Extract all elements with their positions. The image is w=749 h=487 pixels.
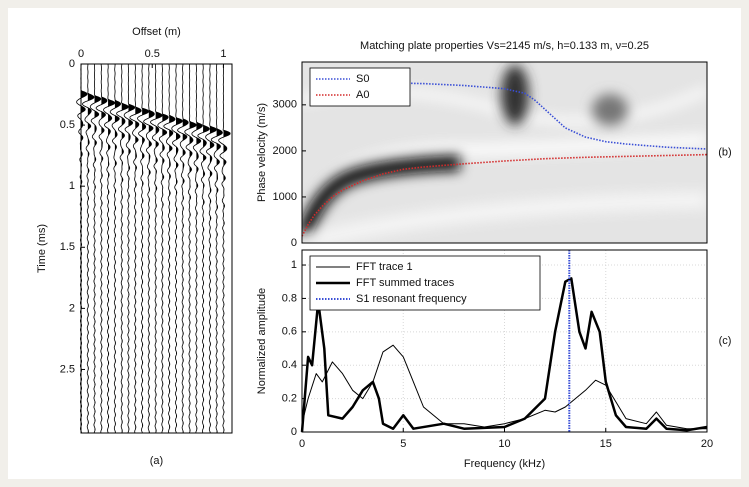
trace [163,63,176,434]
panel-label: (a) [150,455,163,467]
series-line [301,153,708,237]
y-tick-label: 1 [69,180,75,192]
trace [177,64,189,434]
y-tick-label: 1 [291,259,297,271]
legend-label: S1 resonant frequency [356,293,467,305]
x-tick-label: 10 [498,438,510,450]
legend-label: FFT trace 1 [356,261,413,273]
legend-box [309,67,411,107]
axes-box [301,61,708,244]
y-axis-label: Time (ms) [36,224,48,273]
trace [205,63,217,434]
x-axis-label: Frequency (kHz) [464,458,545,470]
y-tick-label: 0.2 [282,393,297,405]
trace [171,63,184,434]
trace [210,63,223,434]
trace [143,64,155,433]
trace [109,64,122,434]
legend-label: FFT summed traces [356,277,455,289]
x-tick-label: 0 [299,438,305,450]
panel-label: (b) [718,146,731,158]
trace-fill [108,64,115,433]
x-tick-label: 15 [600,438,612,450]
x-tick-label: 0.5 [145,48,160,60]
trace [157,64,169,434]
y-tick-label: 1000 [273,191,297,203]
y-axis-label: Phase velocity (m/s) [256,103,268,202]
trace-fill [114,64,121,433]
y-axis-label: Normalized amplitude [256,288,268,394]
axes-box [301,249,708,433]
panel-label: (c) [719,335,732,347]
y-tick-label: 1.5 [60,241,75,253]
x-tick-label: 1 [220,48,226,60]
trace [81,63,95,434]
trace [129,63,142,434]
trace [184,63,197,434]
legend-label: S0 [356,73,369,85]
y-tick-label: 0.5 [60,119,75,131]
chart-title: Matching plate properties Vs=2145 m/s, h… [360,40,649,52]
y-tick-label: 0.6 [282,326,297,338]
trace [218,63,231,434]
trace [116,63,129,434]
y-tick-label: 3000 [273,99,297,111]
y-tick-label: 0 [69,58,75,70]
legend-label: A0 [356,89,369,101]
y-tick-label: 0 [291,237,297,249]
x-tick-label: 20 [701,438,713,450]
trace [103,63,116,434]
trace [149,63,163,434]
trace [137,63,150,434]
y-tick-label: 0.4 [282,359,297,371]
trace-fill [196,64,203,433]
trace [76,63,88,434]
trace [95,64,108,434]
trace-fill [101,64,107,433]
series-line [300,277,708,433]
x-axis-label: Offset (m) [132,26,181,38]
y-tick-label: 2000 [273,145,297,157]
y-tick-label: 0 [291,426,297,438]
trace [191,64,203,434]
trace [123,63,136,434]
trace [197,63,210,434]
x-tick-label: 0 [78,48,84,60]
trace-fill [94,64,101,433]
y-tick-label: 2.5 [60,363,75,375]
y-tick-label: 0.8 [282,292,297,304]
trace [89,63,102,434]
y-tick-label: 2 [69,302,75,314]
x-tick-label: 5 [400,438,406,450]
axes-box [80,63,233,434]
